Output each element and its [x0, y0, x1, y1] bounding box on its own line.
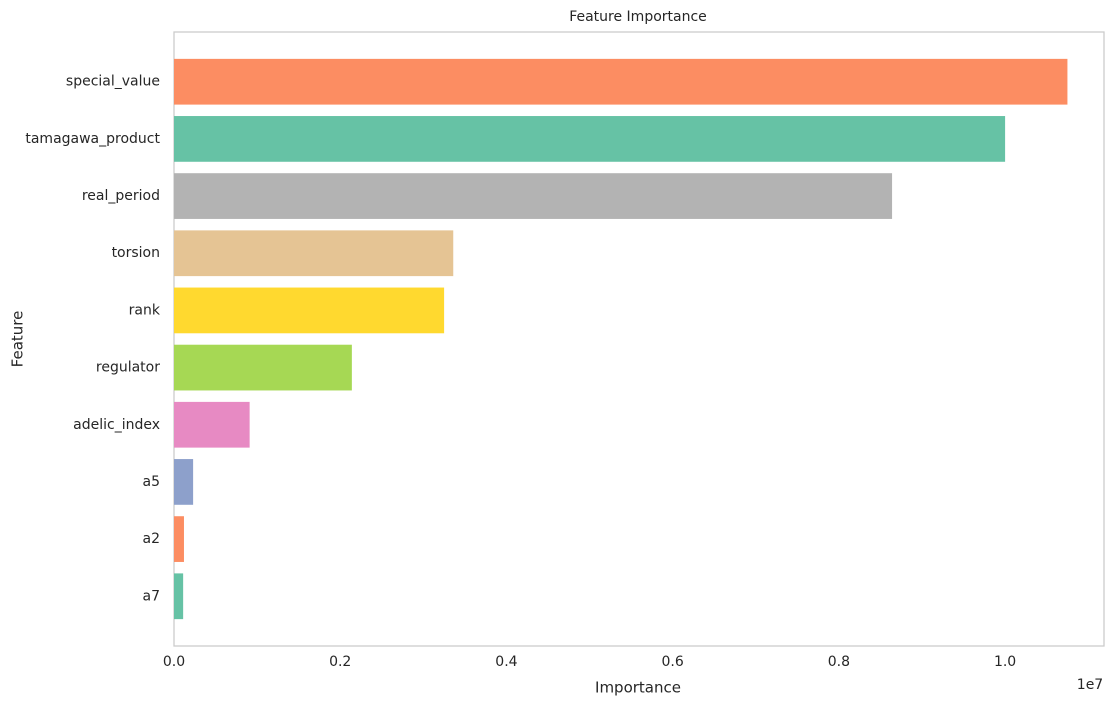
bar	[174, 58, 1068, 105]
bar	[174, 401, 250, 448]
x-offset-label: 1e7	[1077, 677, 1103, 693]
y-tick-label: a2	[143, 531, 161, 547]
y-tick-label: a5	[143, 474, 161, 490]
bar	[174, 344, 352, 391]
y-tick-label: real_period	[82, 188, 160, 204]
y-tick-label: rank	[129, 302, 161, 318]
y-tick-label: regulator	[96, 360, 160, 376]
bar	[174, 230, 454, 277]
y-tick-label: adelic_index	[73, 417, 160, 433]
x-tick-label: 1.0	[994, 654, 1016, 670]
x-axis-label: Importance	[595, 679, 681, 697]
plot-frame	[173, 31, 1105, 647]
x-tick-label: 0.4	[495, 654, 517, 670]
y-axis-label: Feature	[9, 311, 27, 368]
y-tick-label: torsion	[112, 245, 160, 261]
bar	[174, 173, 893, 219]
bar	[174, 459, 194, 505]
x-tick-label: 0.6	[662, 654, 684, 670]
bar	[174, 116, 1006, 162]
x-tick-label: 0.0	[163, 654, 185, 670]
x-tick-label: 0.2	[329, 654, 351, 670]
bar	[174, 573, 184, 620]
y-tick-label: a7	[143, 588, 161, 604]
bar	[174, 287, 445, 334]
x-tick-label: 0.8	[828, 654, 850, 670]
chart-title: Feature Importance	[569, 9, 707, 25]
y-tick-label: tamagawa_product	[25, 131, 160, 147]
y-tick-label: special_value	[66, 74, 160, 90]
bar	[174, 516, 184, 562]
